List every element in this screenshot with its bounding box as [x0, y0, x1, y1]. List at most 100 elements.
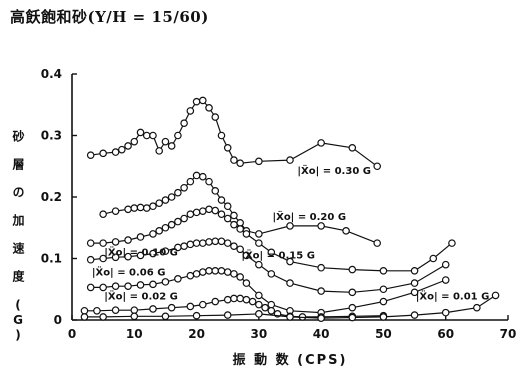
data-point [192, 171, 201, 180]
data-point [230, 242, 238, 251]
data-point [180, 183, 188, 192]
data-point [167, 303, 176, 312]
data-point [441, 260, 450, 269]
data-point [236, 219, 244, 227]
data-point [248, 297, 257, 306]
data-point [348, 303, 357, 312]
data-point [217, 196, 226, 204]
data-point [211, 206, 220, 215]
data-point [99, 254, 107, 263]
annotations: |Ẍo| = 0.30 G |Ẍo| = 0.20 G |Ẍo| = 0.15 G |… [92, 163, 489, 302]
data-point [286, 279, 294, 287]
series-6 [80, 291, 500, 322]
data-point [242, 279, 251, 287]
data-point [186, 210, 195, 219]
series-group [80, 96, 500, 322]
data-point [149, 230, 157, 238]
data-point [174, 188, 182, 197]
data-point [223, 295, 232, 304]
data-point [230, 156, 238, 164]
data-point [111, 306, 120, 314]
data-point [255, 157, 263, 166]
series-2 [86, 205, 456, 275]
data-point [199, 172, 207, 181]
data-point [111, 253, 120, 262]
data-point [149, 280, 157, 289]
data-point [86, 151, 95, 159]
series-0 [86, 96, 382, 171]
data-point [111, 282, 120, 290]
series-annotation: |Ẍo| = 0.30 G [297, 163, 371, 177]
data-point [149, 202, 157, 211]
y-tick-label: 0.4 [41, 67, 62, 81]
data-point [342, 227, 350, 235]
data-point [205, 177, 213, 186]
data-point [99, 313, 107, 321]
data-point [255, 291, 263, 300]
data-point [317, 139, 325, 147]
data-point [211, 113, 220, 121]
data-point [429, 254, 438, 263]
data-point [161, 247, 170, 255]
data-point [223, 214, 232, 223]
data-point [99, 210, 107, 219]
data-point [80, 306, 89, 315]
series-annotation: |Ẍo| = 0.06 G [92, 265, 166, 279]
data-point [373, 162, 382, 171]
y-tick-label: 0.1 [41, 252, 62, 266]
data-point [230, 220, 238, 229]
data-point [217, 210, 226, 219]
data-point [491, 291, 500, 300]
data-point [124, 282, 132, 290]
data-point [136, 128, 145, 137]
data-point [255, 300, 263, 309]
data-point [348, 313, 357, 322]
data-point [180, 119, 188, 128]
data-point [261, 303, 269, 312]
data-point [130, 137, 139, 146]
data-point [223, 144, 232, 152]
data-point [199, 96, 207, 105]
data-point [379, 313, 388, 321]
data-point [410, 279, 419, 287]
data-point [118, 145, 126, 154]
data-point [124, 252, 132, 261]
data-point [199, 207, 207, 215]
data-point [348, 265, 357, 274]
data-point [236, 294, 244, 303]
data-point [410, 311, 419, 319]
data-point [223, 239, 232, 247]
data-point [286, 257, 294, 266]
x-tick-label: 30 [251, 327, 268, 341]
data-point [236, 273, 244, 281]
data-point [136, 203, 145, 212]
data-point [317, 314, 325, 322]
data-point [142, 131, 151, 140]
data-point [174, 274, 182, 283]
chart-title: 高飫飽和砂(Y/H = 15/60) [10, 8, 209, 26]
data-point [199, 268, 207, 276]
data-point [223, 268, 232, 276]
series-3 [86, 237, 450, 297]
x-axis-label: 振 動 数 (CPS) [233, 352, 348, 368]
data-point [124, 205, 132, 214]
x-tick-label: 10 [126, 327, 143, 341]
data-point [180, 214, 188, 223]
data-point [211, 266, 220, 275]
series-4 [86, 266, 450, 317]
data-point [242, 295, 251, 304]
data-point [255, 239, 263, 247]
data-point [317, 287, 325, 295]
data-point [80, 313, 89, 321]
data-point [199, 239, 207, 247]
data-point [410, 266, 419, 275]
data-point [155, 199, 164, 207]
data-point [217, 266, 226, 275]
data-point [161, 223, 170, 232]
data-point [348, 144, 357, 152]
x-tick-label: 20 [188, 327, 205, 341]
data-point [180, 242, 188, 251]
data-point [167, 193, 176, 201]
data-point [99, 149, 107, 158]
